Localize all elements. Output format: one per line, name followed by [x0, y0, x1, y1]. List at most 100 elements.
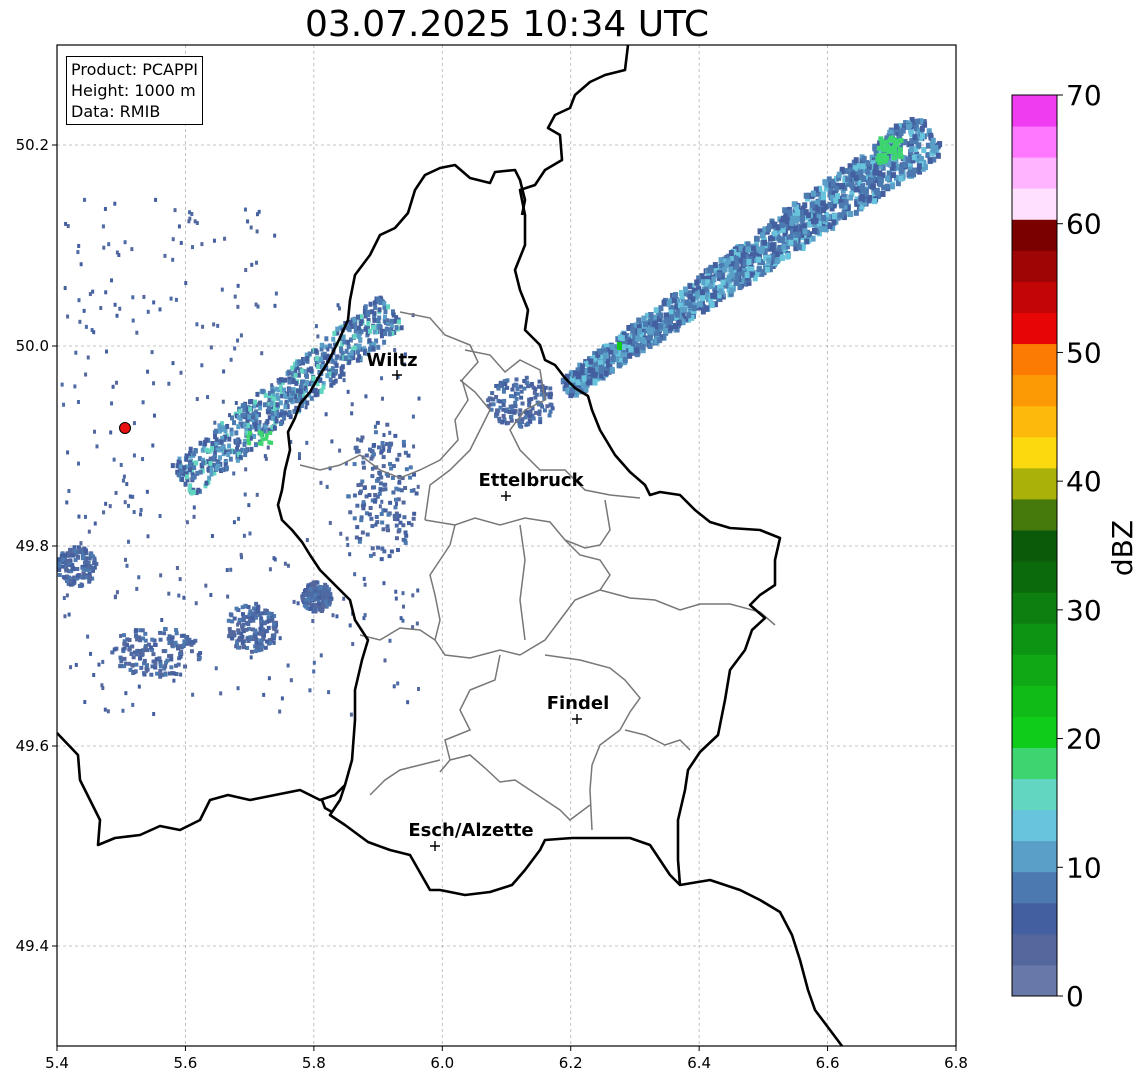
echo-cell: [315, 590, 320, 595]
echo-cell: [894, 142, 900, 148]
echo-cell: [74, 350, 78, 355]
echo-cell: [307, 594, 312, 599]
echo-cell: [138, 628, 143, 633]
echo-cell: [302, 603, 307, 608]
echo-cell: [510, 387, 515, 392]
echo-cell: [329, 382, 334, 388]
echo-cell: [501, 387, 506, 392]
echo-cell: [357, 343, 362, 349]
echo-cell: [268, 615, 273, 620]
echo-cell: [225, 423, 230, 429]
echo-cell: [308, 606, 313, 611]
echo-cell: [491, 402, 496, 407]
echo-cell: [110, 401, 114, 406]
echo-cell: [304, 387, 309, 393]
echo-cell: [618, 356, 624, 363]
echo-cell: [121, 647, 125, 652]
echo-cell: [373, 424, 377, 429]
echo-cell: [313, 387, 318, 393]
echo-cell: [656, 315, 662, 322]
echo-cell: [328, 520, 332, 525]
echo-cell: [195, 470, 200, 476]
echo-cell: [401, 500, 406, 505]
echo-cell: [254, 637, 259, 642]
echo-cell: [576, 375, 582, 382]
echo-cell: [609, 366, 615, 373]
echo-cell: [270, 388, 275, 394]
echo-cell: [345, 339, 350, 345]
echo-cell: [166, 636, 171, 641]
echo-cell: [228, 456, 233, 462]
echo-cell: [383, 487, 388, 492]
echo-cell: [361, 460, 366, 465]
echo-cell: [787, 213, 793, 220]
echo-cell: [74, 552, 79, 557]
echo-cell: [249, 649, 254, 654]
colorbar-tick-label: 40: [1066, 465, 1102, 498]
echo-cell: [169, 653, 174, 658]
echo-cell: [229, 431, 234, 437]
echo-cell: [152, 381, 156, 386]
echo-cell: [271, 396, 276, 402]
echo-cell: [62, 402, 66, 407]
echo-cell: [760, 232, 766, 239]
echo-cell: [782, 222, 788, 229]
echo-cell: [548, 386, 553, 391]
echo-cell: [228, 630, 233, 635]
echo-cell: [75, 573, 80, 578]
echo-cell: [121, 708, 125, 713]
echo-cell: [394, 589, 398, 594]
echo-cell: [921, 147, 927, 154]
echo-cell: [190, 472, 195, 478]
echo-cell: [338, 325, 343, 331]
echo-cell: [76, 250, 80, 255]
echo-cell: [610, 355, 616, 362]
echo-cell: [400, 476, 405, 481]
echo-cell: [324, 412, 328, 417]
echo-cell: [343, 356, 348, 362]
echo-cell: [543, 385, 548, 390]
echo-cell: [801, 223, 807, 230]
echo-cell: [267, 415, 272, 421]
echo-cell: [842, 176, 848, 183]
echo-cell: [386, 304, 391, 310]
echo-cell: [586, 374, 592, 381]
echo-cell: [679, 306, 685, 313]
echo-cell: [853, 157, 859, 164]
echo-cell: [599, 372, 605, 379]
echo-cell: [122, 474, 126, 479]
colorbar-segment: [1012, 964, 1057, 997]
echo-cell: [858, 169, 864, 176]
echo-cell: [190, 245, 194, 250]
echo-cell: [303, 357, 308, 363]
echo-cell: [753, 243, 759, 250]
echo-cell: [370, 309, 375, 315]
echo-cell: [533, 387, 538, 392]
echo-cell: [749, 266, 755, 273]
echo-cell: [115, 590, 119, 595]
echo-cell: [262, 692, 266, 697]
echo-cell: [818, 196, 824, 203]
echo-cell: [497, 419, 502, 424]
echo-cell: [775, 224, 781, 231]
echo-cell: [177, 593, 181, 598]
echo-cell: [184, 453, 189, 459]
echo-cell: [133, 633, 138, 638]
echo-cell: [236, 304, 240, 309]
echo-cell: [294, 398, 299, 404]
echo-cell: [830, 180, 836, 187]
echo-cell: [888, 147, 894, 153]
echo-cell: [313, 602, 318, 607]
echo-cell: [215, 461, 220, 467]
echo-cell: [379, 557, 384, 562]
echo-cell: [722, 266, 728, 273]
echo-cell: [356, 314, 360, 319]
echo-cell: [653, 307, 659, 314]
echo-cell: [663, 312, 669, 319]
echo-cell: [324, 601, 329, 606]
echo-cell: [272, 614, 277, 619]
echo-cell: [257, 441, 262, 446]
echo-cell: [64, 566, 69, 571]
echo-cell: [249, 436, 253, 441]
echo-cell: [359, 329, 364, 335]
